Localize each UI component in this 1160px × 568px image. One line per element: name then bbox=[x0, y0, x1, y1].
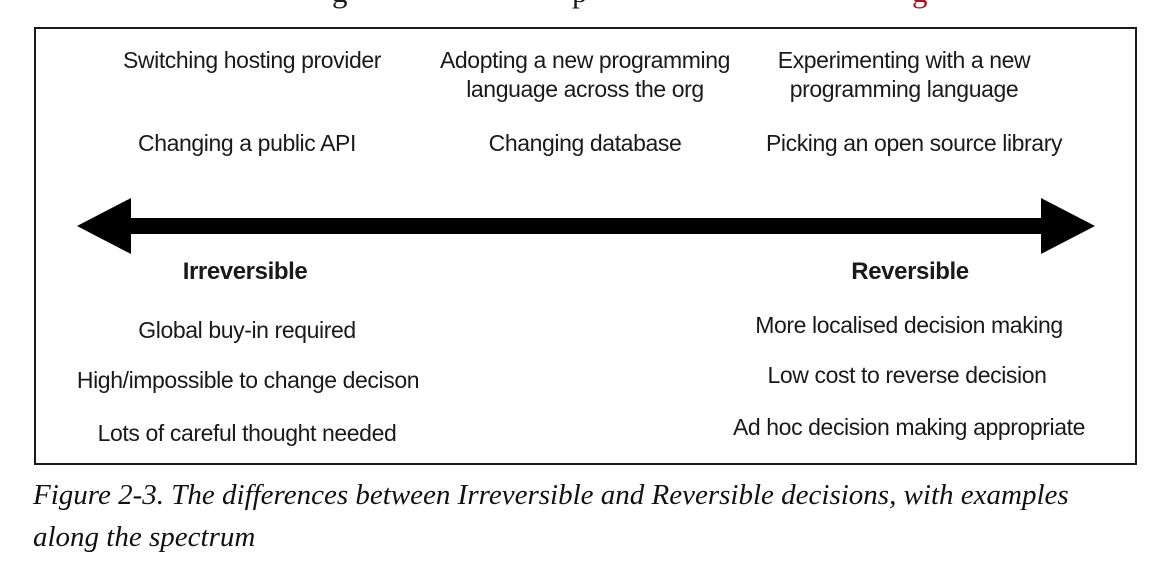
spectrum-arrow bbox=[77, 198, 1095, 254]
trait-localised-decision-making: More localised decision making bbox=[755, 312, 1063, 338]
figure-box: Switching hosting provider Adopting a ne… bbox=[34, 27, 1137, 465]
trait-low-cost-reverse: Low cost to reverse decision bbox=[767, 362, 1047, 388]
arrowhead-left-icon bbox=[77, 198, 131, 254]
example-hosting-provider: Switching hosting provider bbox=[122, 47, 382, 73]
label-reversible: Reversible bbox=[851, 258, 969, 285]
figure-caption-line: Figure 2-3. The differences between Irre… bbox=[33, 479, 1069, 511]
example-changing-database: Changing database bbox=[488, 130, 682, 156]
cropped-previous-text-line: g p g bbox=[0, 0, 1160, 11]
trait-careful-thought: Lots of careful thought needed bbox=[97, 420, 397, 446]
example-programming-language-org: Adopting a new programming language acro… bbox=[439, 47, 731, 102]
trait-ad-hoc-decision: Ad hoc decision making appropriate bbox=[732, 414, 1086, 440]
figure-caption: Figure 2-3. The differences between Irre… bbox=[33, 474, 1148, 558]
label-irreversible: Irreversible bbox=[182, 258, 308, 285]
text-descender-fragment: p bbox=[572, 0, 588, 7]
trait-high-impossible-change: High/impossible to change decison bbox=[76, 367, 420, 393]
example-public-api: Changing a public API bbox=[138, 130, 356, 156]
text-descender-fragment: g bbox=[332, 0, 348, 7]
link-text-descender-fragment: g bbox=[912, 0, 928, 7]
arrowhead-right-icon bbox=[1041, 198, 1095, 254]
arrow-shaft bbox=[130, 218, 1042, 234]
example-experimenting-language: Experimenting with a new programming lan… bbox=[777, 47, 1031, 102]
example-open-source-library: Picking an open source library bbox=[765, 130, 1063, 156]
trait-global-buy-in: Global buy-in required bbox=[138, 317, 356, 343]
figure-caption-line: along the spectrum bbox=[33, 521, 256, 553]
